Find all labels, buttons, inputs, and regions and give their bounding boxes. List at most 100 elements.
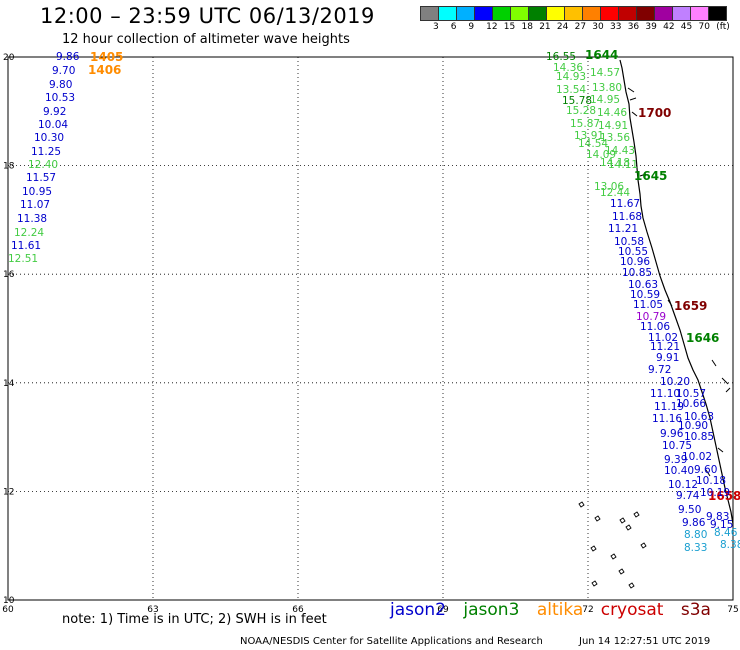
swh-value: 10.90 [678, 420, 708, 432]
swh-value: 10.55 [618, 246, 648, 258]
coastline [578, 59, 734, 589]
swh-value: 8.29 [0, 0, 23, 3]
swh-value: 10.18 [696, 475, 726, 487]
swh-value: 10.04 [38, 119, 68, 131]
legend-label: 18 [521, 22, 533, 32]
swh-value: 9.83 [706, 511, 729, 523]
swh-value: 14.93 [556, 71, 586, 83]
coastline-detail [667, 299, 673, 307]
island-mark [618, 568, 625, 575]
swh-value: 10.63 [684, 411, 714, 423]
swh-value: 10.19 [700, 487, 730, 499]
swh-value: 11.61 [11, 240, 41, 252]
track-time-label: 1646 [686, 331, 719, 345]
swh-value: 8.68 [0, 0, 23, 3]
island-mark [591, 580, 598, 587]
legend-label: 39 [645, 22, 657, 32]
legend-label: 33 [610, 22, 622, 32]
grid-lines [7, 56, 734, 601]
swh-value: 9.60 [694, 464, 717, 476]
x-tick-label: 60 [2, 605, 14, 615]
x-tick-label: 72 [582, 605, 593, 615]
swh-value: 14.36 [553, 62, 583, 74]
swh-value: 10.66 [676, 398, 706, 410]
jason2-label: jason2 [390, 600, 446, 620]
y-tick-label: 10 [3, 596, 15, 606]
legend-label: 12 [486, 22, 498, 32]
swh-value: 10.85 [684, 431, 714, 443]
swh-value: 12.44 [600, 187, 630, 199]
island-mark [625, 524, 632, 531]
swh-value: 14.57 [590, 67, 620, 79]
swh-value: 14.91 [598, 120, 628, 132]
legend-label: 27 [574, 22, 587, 32]
track-time-label: 1658 [708, 489, 740, 503]
coastline-detail [639, 173, 647, 177]
swh-value: 11.25 [31, 146, 61, 158]
swh-value: 10.63 [628, 279, 658, 291]
legend-label: 9 [468, 22, 475, 32]
swh-value: 11.57 [26, 172, 56, 184]
swh-value: 10.53 [45, 92, 75, 104]
swh-value: 10.79 [636, 311, 666, 323]
coastline-detail [711, 359, 717, 367]
swh-value: 11.10 [650, 388, 680, 400]
coastline-path [619, 59, 734, 525]
swh-value: 11.68 [612, 211, 642, 223]
y-tick-label: 18 [3, 162, 15, 172]
swh-value: 14.18 [600, 157, 630, 169]
swh-value: 10.57 [676, 388, 706, 400]
swh-value: 8.46 [714, 527, 738, 539]
jason3-label: jason3 [463, 600, 520, 620]
track-time-label: 1644 [585, 48, 618, 62]
swh-value: 15.87 [570, 118, 600, 130]
island-mark [628, 582, 635, 589]
plot-frame [7, 56, 734, 601]
swh-value: 10.59 [630, 289, 660, 301]
swh-value: 10.85 [622, 267, 652, 279]
coastline-detail [705, 469, 711, 477]
swh-value: 10.75 [662, 440, 692, 452]
swh-value: 12.24 [14, 227, 44, 239]
swh-value: 13.54 [556, 84, 586, 96]
x-tick-label: 75 [727, 605, 738, 615]
swh-value: 10.95 [22, 186, 52, 198]
swh-value: 9.15 [710, 519, 733, 531]
swh-value: 12.40 [28, 159, 58, 171]
swh-value: 15.28 [566, 105, 596, 117]
coastline-detail [629, 97, 637, 101]
legend-label: 36 [627, 22, 640, 32]
swh-value: 8.49 [0, 0, 23, 3]
y-tick-label: 16 [3, 270, 15, 280]
swh-value: 11.21 [608, 223, 638, 235]
coastline-detail [631, 111, 638, 117]
swh-value: 9.39 [664, 454, 687, 466]
swh-value: 8.38 [720, 539, 740, 551]
swh-value: 8.80 [684, 529, 707, 541]
legend-label: 6 [450, 22, 457, 32]
y-tick-label: 14 [3, 379, 15, 389]
color-legend [420, 6, 727, 21]
swh-value: 9.72 [648, 364, 671, 376]
legend-label: 21 [539, 22, 551, 32]
swh-value: 15.78 [562, 95, 592, 107]
legend-label: 24 [556, 22, 569, 32]
track-time-label: 1700 [638, 106, 671, 120]
footnote: note: 1) Time is in UTC; 2) SWH is in fe… [62, 612, 327, 627]
swh-value: 11.67 [610, 198, 640, 210]
swh-value: 13.91 [574, 130, 604, 142]
x-tick-label: 66 [292, 605, 304, 615]
swh-value: 14.95 [590, 94, 620, 106]
swh-value: 10.30 [34, 132, 64, 144]
swh-value: 9.92 [43, 106, 66, 118]
swh-value: 14.09 [586, 149, 616, 161]
island-mark [610, 553, 617, 560]
swh-value: 9.70 [52, 65, 75, 77]
legend-label: 45 [680, 22, 693, 32]
track-time-label: 1405 [90, 50, 123, 64]
cryosat-label: cryosat [600, 600, 664, 620]
page-subtitle: 12 hour collection of altimeter wave hei… [62, 32, 350, 47]
